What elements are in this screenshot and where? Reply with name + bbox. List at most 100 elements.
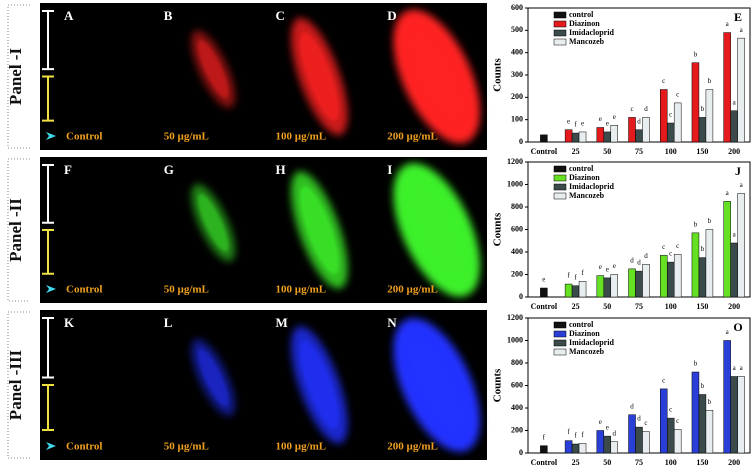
significance-letter: e (606, 424, 609, 432)
y-tick-label: 1000 (507, 335, 523, 344)
x-tick-label: 50 (603, 302, 611, 311)
legend-swatch (553, 339, 567, 347)
y-tick-label: 0 (519, 137, 523, 146)
image-label: 50 µg/mL (164, 131, 209, 143)
bar (737, 37, 745, 143)
y-tick-label: 400 (511, 47, 523, 56)
fluorescence-core (299, 341, 339, 429)
image-label: Control (66, 131, 102, 143)
legend-swatch (553, 11, 567, 19)
significance-letter: c (676, 91, 679, 99)
significance-letter: f (581, 269, 584, 277)
fluorescence-core (197, 348, 229, 407)
bar (628, 414, 636, 454)
bar (596, 430, 605, 454)
chart-title: E (734, 10, 742, 24)
image-label: 200 µg/mL (387, 284, 438, 296)
fluorescence-core (197, 193, 229, 252)
bar (571, 443, 580, 454)
significance-letter: e (542, 276, 545, 284)
bar (628, 117, 636, 143)
significance-letter: a (740, 26, 744, 34)
legend-swatch (553, 183, 567, 191)
bar (698, 117, 707, 143)
significance-letter: f (543, 433, 546, 441)
significance-letter: b (708, 398, 712, 406)
significance-letter: d (630, 256, 634, 264)
significance-letter: d (644, 105, 648, 113)
significance-letter: f (574, 432, 577, 440)
significance-letter: a (733, 98, 737, 106)
bar (564, 129, 573, 143)
x-tick-label: Control (531, 302, 558, 311)
image-letter: L (164, 315, 173, 330)
legend-label: Mancozeb (569, 37, 605, 46)
x-tick-label: Control (531, 147, 558, 156)
significance-letter: c (644, 419, 647, 427)
bar (642, 431, 650, 454)
image-letter: D (387, 8, 396, 23)
bar (673, 429, 682, 454)
bar (603, 131, 612, 143)
bar (628, 268, 636, 298)
significance-letter: b (708, 217, 712, 225)
y-tick-label: 500 (511, 25, 523, 34)
legend-swatch (553, 321, 567, 329)
x-tick-label: Control (531, 458, 558, 467)
x-tick-label: 50 (603, 458, 611, 467)
scale-bar (42, 10, 54, 71)
image-label: 50 µg/mL (164, 284, 209, 296)
bar (673, 102, 682, 143)
significance-letter: d (644, 252, 648, 260)
bar (578, 131, 587, 143)
bar (571, 285, 580, 298)
x-tick-label: 100 (665, 458, 677, 467)
bar (730, 110, 738, 143)
significance-letter: a (726, 20, 730, 28)
legend-swatch (553, 192, 567, 200)
x-tick-label: 25 (572, 458, 580, 467)
x-tick-label: 100 (665, 147, 677, 156)
panel-title: Panel -I (6, 48, 25, 106)
bar (659, 89, 668, 143)
significance-letter: a (733, 364, 737, 372)
y-tick-label: 1000 (507, 179, 523, 188)
significance-letter: f (567, 272, 570, 280)
bar (596, 127, 605, 143)
legend-swatch (553, 29, 567, 37)
y-tick-label: 400 (511, 403, 523, 412)
significance-letter: e (606, 120, 609, 128)
y-tick-label: 0 (519, 292, 523, 301)
image-letter: G (164, 162, 174, 177)
bar (540, 445, 548, 454)
image-letter: B (164, 8, 173, 23)
legend-label: Mancozeb (569, 347, 605, 356)
bar (698, 394, 707, 454)
significance-letter: f (574, 273, 577, 281)
significance-letter: d (613, 429, 617, 437)
significance-letter: c (669, 111, 672, 119)
y-tick-label: 400 (511, 247, 523, 256)
y-tick-label: 600 (511, 380, 523, 389)
scale-bar (42, 75, 54, 122)
legend-swatch (553, 38, 567, 46)
bar (691, 62, 700, 143)
significance-letter: e (613, 262, 616, 270)
legend-label: Imidacloprid (569, 182, 614, 191)
significance-letter: c (676, 417, 679, 425)
significance-letter: e (599, 418, 602, 426)
bar (578, 281, 587, 298)
bar (730, 242, 738, 298)
arrow-head (46, 132, 56, 140)
scale-bar (42, 164, 54, 224)
bar (596, 275, 605, 298)
legend-label: Diazinon (569, 19, 600, 28)
legend-label: control (569, 320, 594, 329)
bar (578, 443, 587, 454)
significance-letter: b (701, 382, 705, 390)
significance-letter: c (662, 77, 665, 85)
bar (723, 201, 731, 298)
legend-swatch (553, 174, 567, 182)
bar (610, 274, 619, 298)
